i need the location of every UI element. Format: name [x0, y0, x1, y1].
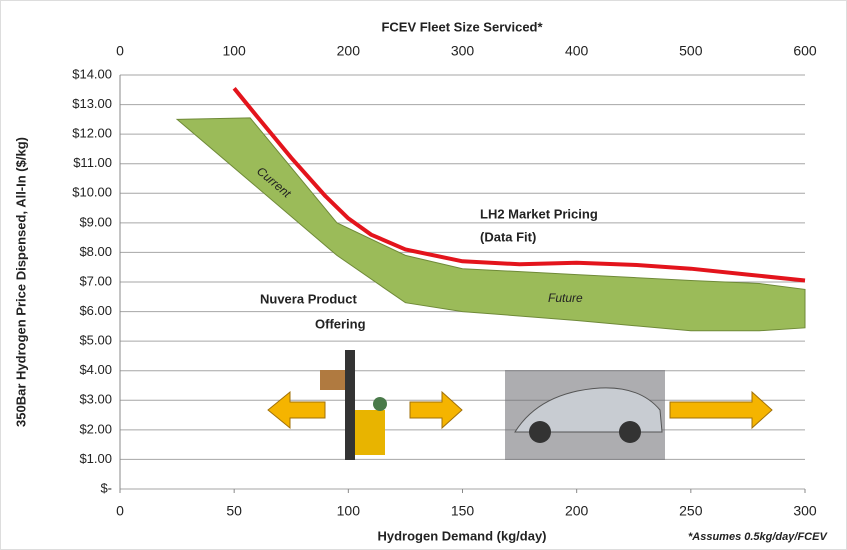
x-tick-label: 100: [337, 503, 361, 519]
x-tick-label: 300: [793, 503, 817, 519]
y-tick-label: $7.00: [79, 273, 112, 288]
car-wheel: [619, 421, 641, 443]
annotation: Nuvera Product: [260, 291, 357, 306]
y-tick-label: $8.00: [79, 244, 112, 259]
x2-tick-label: 200: [337, 43, 361, 59]
y-tick-label: $2.00: [79, 421, 112, 436]
forklift-load: [320, 370, 345, 390]
x-tick-label: 50: [226, 503, 242, 519]
y-tick-label: $-: [100, 480, 112, 495]
x-tick-label: 200: [565, 503, 589, 519]
y-tick-label: $13.00: [72, 96, 112, 111]
y-tick-label: $12.00: [72, 126, 112, 141]
y-tick-label: $11.00: [73, 155, 112, 170]
y-tick-label: $1.00: [79, 451, 112, 466]
footnote: *Assumes 0.5kg/day/FCEV: [688, 531, 828, 543]
annotation: Offering: [315, 316, 366, 331]
y-tick-label: $14.00: [72, 66, 112, 81]
x2-tick-label: 600: [793, 43, 817, 59]
y-tick-label: $9.00: [79, 214, 112, 229]
forklift-driver: [373, 397, 387, 411]
y-tick-label: $4.00: [79, 362, 112, 377]
forklift-mast: [345, 350, 355, 460]
annotation: (Data Fit): [480, 229, 536, 244]
y-tick-label: $5.00: [79, 333, 112, 348]
x-axis-title: Hydrogen Demand (kg/day): [377, 528, 546, 543]
x-tick-label: 250: [679, 503, 703, 519]
x2-tick-label: 500: [679, 43, 703, 59]
annotation: LH2 Market Pricing: [480, 206, 598, 221]
y-tick-label: $3.00: [79, 392, 112, 407]
y-tick-label: $10.00: [72, 185, 112, 200]
x-tick-label: 0: [116, 503, 124, 519]
annotation: Future: [548, 291, 583, 305]
x2-tick-label: 300: [451, 43, 475, 59]
top-axis-title: FCEV Fleet Size Serviced*: [381, 19, 543, 34]
y-tick-label: $6.00: [79, 303, 112, 318]
chart: FCEV Fleet Size Serviced* Hydrogen Deman…: [0, 0, 847, 550]
x2-tick-label: 0: [116, 43, 124, 59]
car-wheel: [529, 421, 551, 443]
x2-tick-label: 400: [565, 43, 589, 59]
x-tick-label: 150: [451, 503, 475, 519]
x2-tick-label: 100: [222, 43, 246, 59]
forklift-body: [355, 410, 385, 455]
y-axis-title: 350Bar Hydrogen Price Dispensed, All-In …: [13, 137, 28, 427]
